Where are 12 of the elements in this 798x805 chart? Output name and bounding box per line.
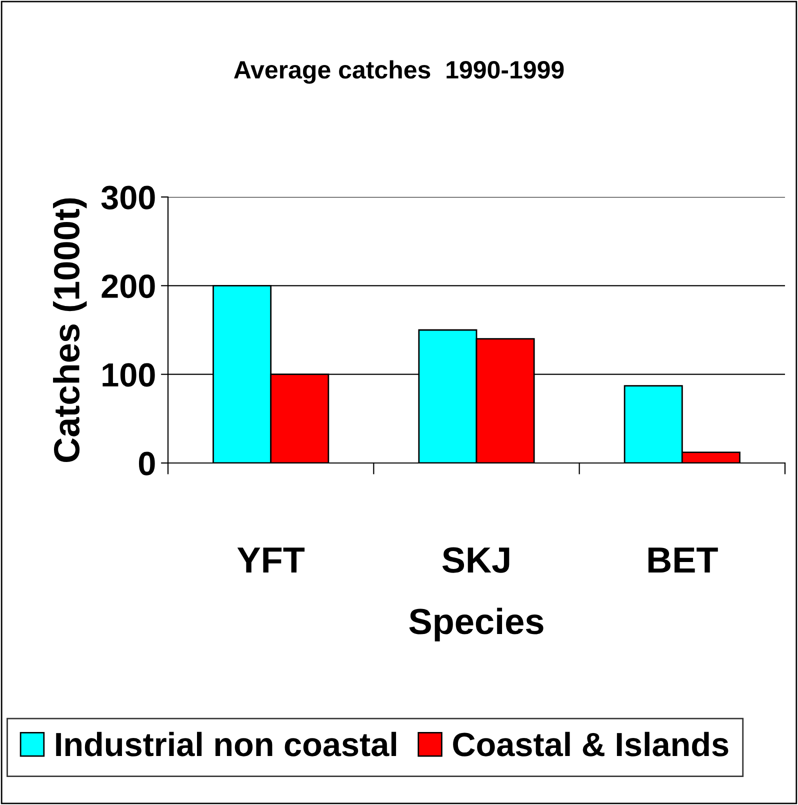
legend-label: Coastal & Islands [453, 732, 728, 756]
x-tick-label: BET [648, 548, 718, 573]
chart-title: Average catches 1990-1999 [234, 60, 564, 84]
x-axis-title: Species [409, 608, 544, 642]
y-tick-label: 100 [102, 363, 155, 387]
y-tick-label: 0 [138, 452, 155, 476]
x-tick-label: YFT [237, 548, 305, 573]
y-tick-label: 200 [102, 274, 155, 298]
x-tick-label: SKJ [442, 547, 510, 573]
y-axis-title: Catches (1000t) [53, 198, 87, 462]
legend-label: Industrial non coastal [56, 732, 396, 756]
y-tick-label: 300 [101, 186, 155, 210]
